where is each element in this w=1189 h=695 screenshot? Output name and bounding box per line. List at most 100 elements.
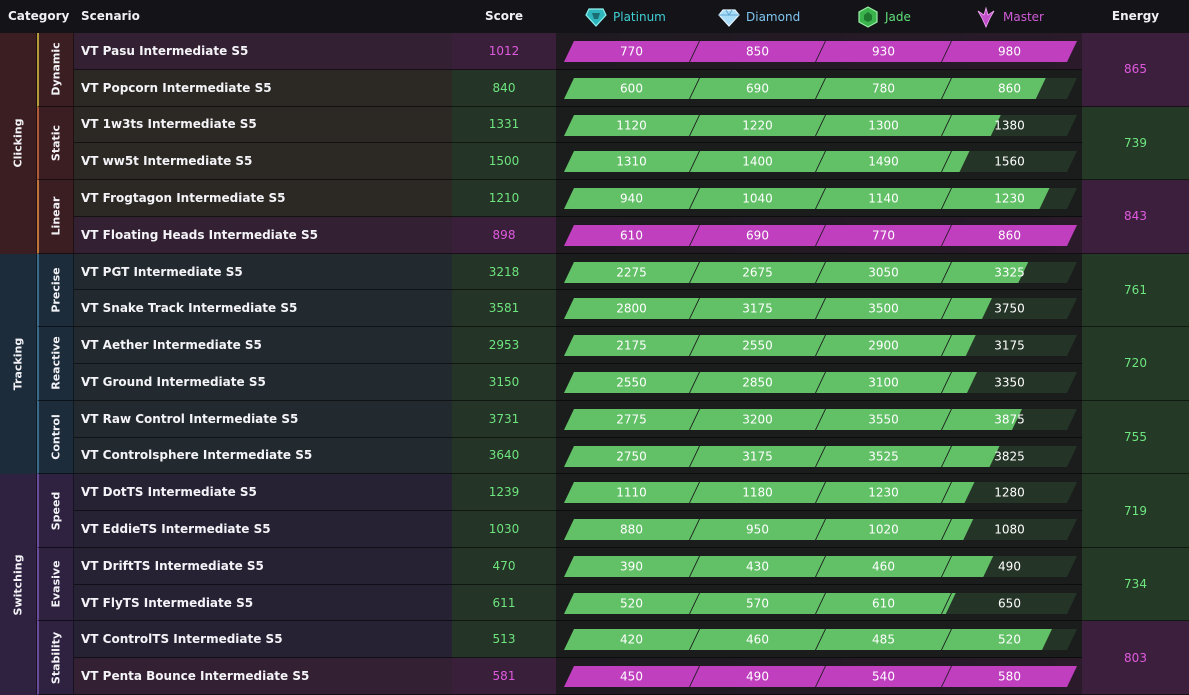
rank-bar-fill — [564, 629, 699, 651]
rank-bars: 940 1040 1140 1230 — [564, 188, 1077, 210]
benchmark-table: Clicking Dynamic 865 VT Pasu Intermediate S… — [0, 33, 1189, 695]
rank-bars: 2175 2550 2900 3175 — [564, 335, 1077, 357]
rank-bar-fill — [690, 592, 825, 614]
scenario-name[interactable]: VT Raw Control Intermediate S5 — [74, 400, 452, 438]
subcategory-cell-evasive[interactable]: Evasive — [37, 547, 74, 622]
subcategory-label: Static — [49, 124, 63, 161]
rank-threshold-label: 2675 — [742, 265, 773, 279]
subcategory-cell-speed[interactable]: Speed — [37, 474, 74, 548]
subcategory-cell-linear[interactable]: Linear — [37, 180, 74, 254]
score-cell: 3218 — [452, 253, 556, 291]
rank-bars: 450 490 540 580 — [564, 666, 1077, 688]
subcategory-cell-dynamic[interactable]: Dynamic — [37, 33, 74, 107]
scenario-name[interactable]: VT DotTS Intermediate S5 — [74, 474, 452, 512]
rank-progress-row: 2550 2850 3100 3350 — [556, 364, 1082, 401]
header-rank-diamond[interactable]: Diamond — [718, 4, 800, 29]
rank-bar-fill — [942, 114, 1001, 136]
category-cell-clicking[interactable]: Clicking — [0, 33, 37, 254]
scenario-name[interactable]: VT ControlTS Intermediate S5 — [74, 621, 452, 659]
rank-bar-fill — [690, 261, 825, 283]
rank-bar-fill — [942, 41, 1077, 62]
rank-threshold-label: 780 — [872, 81, 895, 95]
rank-threshold-label: 2550 — [616, 376, 647, 390]
rank-progress-row: 2750 3175 3525 3825 — [556, 437, 1082, 475]
header-category[interactable]: Category — [8, 9, 70, 23]
rank-bar-fill — [816, 408, 951, 430]
subcategory-cell-reactive[interactable]: Reactive — [37, 327, 74, 401]
rank-bar-fill — [564, 372, 699, 393]
rank-progress-row: 1310 1400 1490 1560 — [556, 143, 1082, 181]
scenario-name[interactable]: VT Ground Intermediate S5 — [74, 364, 452, 401]
scenario-name[interactable]: VT 1w3ts Intermediate S5 — [74, 106, 452, 144]
rank-bars: 520 570 610 650 — [564, 592, 1077, 614]
rank-threshold-label: 2850 — [742, 376, 773, 390]
rank-bar-fill — [942, 666, 1077, 688]
scenario-name[interactable]: VT DriftTS Intermediate S5 — [74, 547, 452, 585]
score-cell: 898 — [452, 216, 556, 254]
category-cell-switching[interactable]: Switching — [0, 474, 37, 695]
rank-progress-row: 610 690 770 860 — [556, 216, 1082, 254]
rank-bar-fill — [816, 445, 951, 467]
energy-cell: 843 — [1082, 180, 1189, 254]
rank-threshold-label: 520 — [620, 596, 643, 610]
scenario-name[interactable]: VT ww5t Intermediate S5 — [74, 143, 452, 181]
rank-threshold-label: 3500 — [868, 302, 899, 316]
rank-threshold-label: 3525 — [868, 449, 899, 463]
subcategory-cell-stability[interactable]: Stability — [37, 621, 74, 695]
scenario-name[interactable]: VT EddieTS Intermediate S5 — [74, 511, 452, 548]
score-cell: 1500 — [452, 143, 556, 181]
rank-bar-fill — [564, 519, 699, 541]
rank-bar-fill — [816, 298, 951, 320]
rank-progress-row: 450 490 540 580 — [556, 658, 1082, 695]
diamond-gem-icon — [718, 8, 740, 27]
rank-bar-fill — [564, 77, 699, 99]
header-score[interactable]: Score — [484, 9, 524, 23]
scenario-name[interactable]: VT Floating Heads Intermediate S5 — [74, 216, 452, 254]
scenario-name[interactable]: VT Popcorn Intermediate S5 — [74, 69, 452, 107]
header-rank-platinum[interactable]: Platinum — [585, 4, 666, 29]
scenario-name[interactable]: VT Penta Bounce Intermediate S5 — [74, 658, 452, 695]
table-header: Category Scenario Score Platinum Diamond… — [0, 0, 1189, 33]
scenario-name[interactable]: VT Controlsphere Intermediate S5 — [74, 437, 452, 475]
rank-bar-fill — [816, 372, 951, 393]
rank-threshold-label: 1140 — [868, 192, 899, 206]
subcategory-cell-static[interactable]: Static — [37, 106, 74, 181]
rank-threshold-label: 1110 — [616, 486, 647, 500]
scenario-name[interactable]: VT Pasu Intermediate S5 — [74, 33, 452, 70]
rank-threshold-label: 850 — [746, 45, 769, 59]
header-scenario[interactable]: Scenario — [81, 9, 140, 23]
subcategory-label: Evasive — [49, 560, 63, 608]
scenario-name[interactable]: VT Aether Intermediate S5 — [74, 327, 452, 364]
rank-threshold-label: 1040 — [742, 192, 773, 206]
score-cell: 3150 — [452, 364, 556, 401]
rank-bar-fill — [942, 335, 976, 357]
subcategory-label: Speed — [49, 491, 63, 530]
rank-progress-row: 880 950 1020 1080 — [556, 511, 1082, 548]
header-rank-label: Platinum — [613, 9, 666, 24]
rank-bar-fill — [942, 372, 977, 393]
rank-bar-fill — [690, 519, 825, 541]
header-energy[interactable]: Energy — [1111, 9, 1160, 23]
header-rank-master[interactable]: Master — [975, 4, 1044, 29]
scenario-name[interactable]: VT FlyTS Intermediate S5 — [74, 584, 452, 622]
scenario-name[interactable]: VT Frogtagon Intermediate S5 — [74, 180, 452, 217]
category-cell-tracking[interactable]: Tracking — [0, 253, 37, 475]
rank-threshold-label: 485 — [872, 633, 895, 647]
scenario-name[interactable]: VT PGT Intermediate S5 — [74, 253, 452, 291]
scenario-name[interactable]: VT Snake Track Intermediate S5 — [74, 290, 452, 328]
rank-threshold-label: 610 — [620, 228, 643, 242]
subcategory-cell-control[interactable]: Control — [37, 400, 74, 475]
rank-bar-fill — [690, 151, 825, 173]
rank-bar-fill — [564, 151, 699, 173]
subcategory-cell-precise[interactable]: Precise — [37, 253, 74, 328]
rank-bars: 1120 1220 1300 1380 — [564, 114, 1077, 136]
rank-threshold-label: 600 — [620, 81, 643, 95]
header-rank-jade[interactable]: Jade — [857, 4, 911, 29]
rank-threshold-label: 3550 — [868, 412, 899, 426]
rank-bar-fill — [564, 335, 699, 357]
score-cell: 840 — [452, 69, 556, 107]
rank-bar-track — [942, 482, 1077, 504]
rank-threshold-label: 460 — [746, 633, 769, 647]
rank-bar-fill — [564, 298, 699, 320]
rank-threshold-label: 420 — [620, 633, 643, 647]
